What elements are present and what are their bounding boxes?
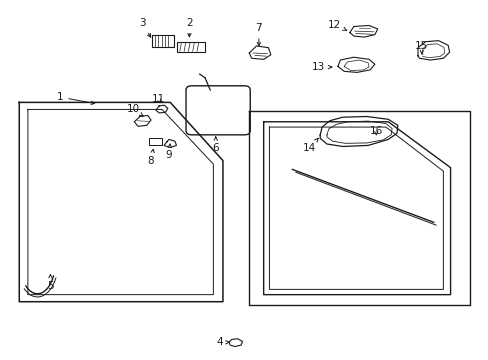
Text: 12: 12 bbox=[327, 20, 346, 30]
Text: 5: 5 bbox=[47, 275, 54, 291]
Text: 4: 4 bbox=[216, 337, 228, 347]
Text: 6: 6 bbox=[212, 137, 219, 153]
Bar bbox=[177, 42, 205, 52]
Text: 7: 7 bbox=[255, 23, 262, 46]
Text: 10: 10 bbox=[126, 104, 143, 116]
Text: 3: 3 bbox=[139, 18, 150, 37]
Text: 15: 15 bbox=[414, 41, 427, 54]
Text: 13: 13 bbox=[311, 62, 331, 72]
Text: 9: 9 bbox=[165, 144, 172, 160]
Text: 14: 14 bbox=[302, 138, 318, 153]
Text: 1: 1 bbox=[57, 92, 94, 104]
Text: 16: 16 bbox=[369, 126, 382, 136]
Bar bbox=[152, 35, 174, 47]
Text: 2: 2 bbox=[186, 18, 192, 37]
Text: 11: 11 bbox=[151, 94, 164, 104]
Text: 8: 8 bbox=[147, 149, 154, 166]
Bar bbox=[148, 138, 162, 145]
